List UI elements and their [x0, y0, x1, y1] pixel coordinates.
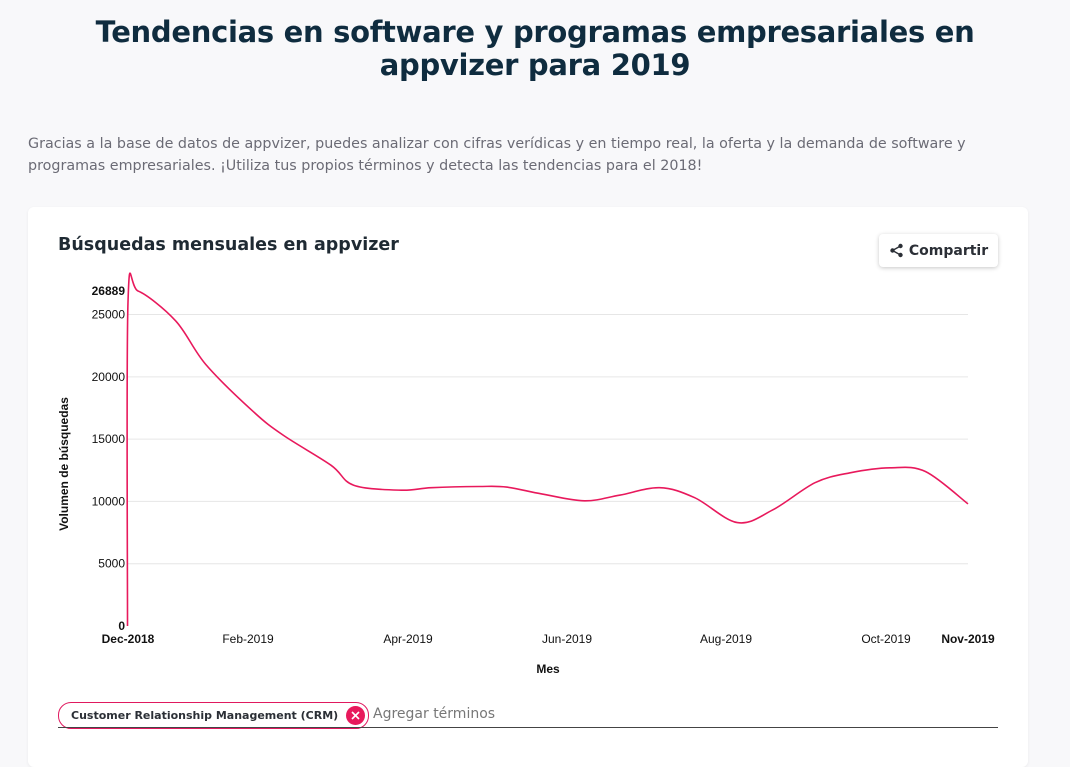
- x-tick-label: Jun-2019: [542, 632, 592, 646]
- chart-card-title: Búsquedas mensuales en appvizer: [58, 235, 399, 255]
- y-axis-ticks: 0 5000 10000 15000 20000 25000 26889: [92, 284, 126, 633]
- x-tick-label: Nov-2019: [941, 632, 995, 646]
- y-tick-label: 20000: [92, 370, 126, 384]
- series-line: [126, 272, 969, 627]
- y-tick-label: 10000: [92, 494, 126, 508]
- term-chip-label: Customer Relationship Management (CRM): [71, 709, 339, 722]
- terms-input-underline: [58, 727, 998, 728]
- remove-term-button[interactable]: [346, 706, 366, 725]
- term-chip: Customer Relationship Management (CRM): [58, 702, 370, 729]
- search-volume-chart: 0 5000 10000 15000 20000 25000 26889 Dec-2018 F…: [57, 272, 995, 676]
- y-axis-label: Volumen de búsquedas: [57, 397, 71, 531]
- y-tick-label: 0: [118, 619, 125, 633]
- x-tick-label: Aug-2019: [700, 632, 752, 646]
- x-axis-ticks: Dec-2018 Feb-2019 Apr-2019 Jun-2019 Aug-2019…: [102, 632, 995, 646]
- share-icon: [889, 243, 904, 258]
- share-button-label: Compartir: [908, 242, 989, 259]
- x-tick-label: Oct-2019: [861, 632, 911, 646]
- chart-grid: [128, 314, 968, 565]
- chart-card: Búsquedas mensuales en appvizer Comparti…: [28, 207, 1028, 767]
- add-terms-input[interactable]: [373, 703, 793, 725]
- x-axis-label: Mes: [536, 662, 560, 676]
- y-tick-label: 15000: [92, 432, 126, 446]
- intro-text: Gracias a la base de datos de appvizer, …: [28, 136, 966, 174]
- close-icon: [351, 711, 360, 720]
- chart-series: [126, 272, 969, 627]
- share-button[interactable]: Compartir: [879, 234, 998, 267]
- y-tick-label: 26889: [92, 284, 126, 298]
- x-tick-label: Apr-2019: [383, 632, 433, 646]
- page-title: Tendencias en software y programas empre…: [95, 15, 975, 82]
- x-tick-label: Feb-2019: [222, 632, 274, 646]
- x-tick-label: Dec-2018: [102, 632, 155, 646]
- y-tick-label: 25000: [92, 308, 126, 322]
- y-tick-label: 5000: [98, 557, 125, 571]
